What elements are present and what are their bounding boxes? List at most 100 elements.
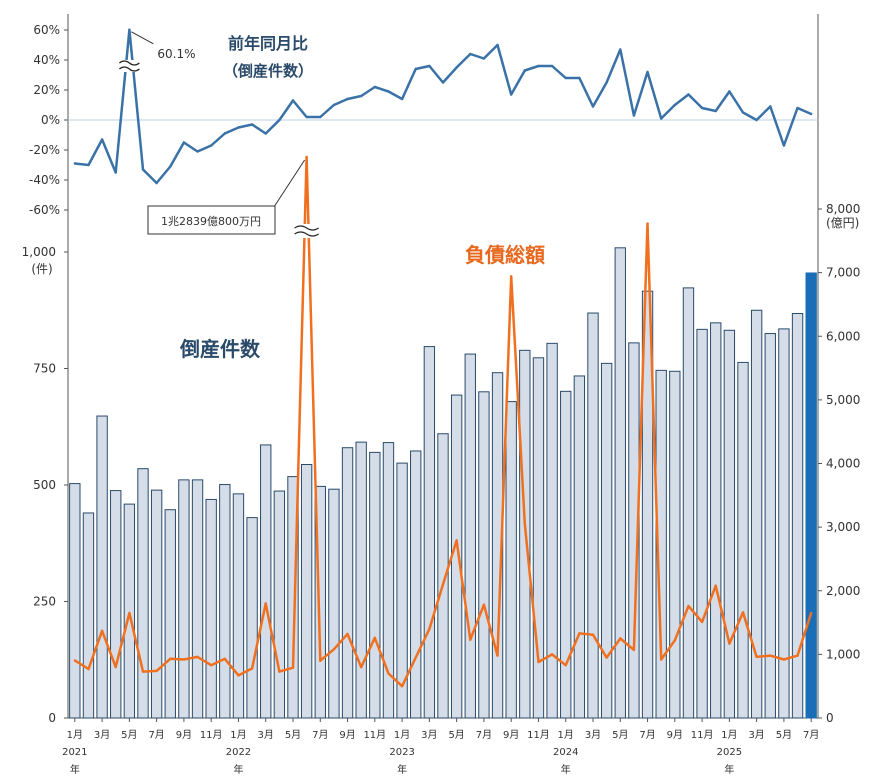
count-bar — [628, 342, 640, 719]
yoy-point — [796, 106, 799, 110]
yoy-point — [209, 144, 213, 147]
count-bar — [546, 342, 558, 719]
yoy-point — [182, 141, 186, 144]
count-bar — [205, 498, 217, 719]
debt-point — [619, 637, 622, 640]
count-tick-label: 250 — [33, 595, 56, 609]
month-tick-label: 5月 — [121, 729, 137, 741]
yoy-point — [114, 171, 117, 174]
debt-point — [73, 659, 77, 662]
debt-point — [796, 654, 799, 657]
month-tick-label: 1月 — [67, 729, 83, 741]
month-tick-label: 11月 — [200, 729, 223, 741]
month-tick-label: 9月 — [339, 729, 355, 741]
yoy-point — [700, 106, 704, 110]
debt-tick-label: 8,000 — [826, 202, 860, 216]
debt-point — [155, 669, 158, 673]
debt-series-label: 負債総額 — [465, 243, 545, 267]
month-tick-label: 7月 — [312, 729, 328, 741]
year-suffix-label: 年 — [561, 763, 571, 776]
debt-point — [428, 627, 431, 631]
yoy-point — [619, 48, 622, 51]
month-tick-label: 1月 — [230, 729, 246, 741]
yoy-point — [414, 67, 417, 71]
month-tick-label: 3月 — [585, 729, 601, 741]
yoy-point — [332, 103, 336, 107]
month-tick-label: 1月 — [721, 729, 737, 741]
yoy-point — [359, 94, 363, 98]
yoy-point — [564, 76, 567, 80]
count-bar — [355, 441, 367, 719]
count-bar — [69, 483, 81, 719]
debt-point — [673, 639, 677, 642]
count-bar — [505, 401, 517, 719]
yoy-peak-label: 60.1% — [157, 47, 195, 61]
yoy-point — [441, 81, 445, 84]
debt-point — [319, 659, 322, 662]
count-bar — [723, 329, 736, 719]
year-label: 2021 — [62, 747, 87, 758]
yoy-point — [141, 168, 145, 171]
count-bar — [96, 415, 108, 719]
yoy-point — [741, 111, 745, 114]
debt-tick-label: 5,000 — [826, 393, 860, 407]
debt-point — [264, 602, 267, 605]
count-bar — [573, 375, 586, 719]
month-tick-label: 5月 — [612, 729, 628, 741]
debt-point — [87, 667, 90, 671]
debt-point — [700, 620, 704, 624]
yoy-title: 前年同月比 — [228, 34, 308, 53]
debt-point — [455, 539, 458, 542]
percent-tick-label: -40% — [29, 173, 60, 187]
yoy-break-mark — [118, 60, 140, 72]
count-bar — [423, 346, 436, 719]
count-bar — [382, 442, 395, 719]
yoy-point — [659, 117, 663, 120]
count-bar — [696, 328, 708, 719]
percent-tick-label: -60% — [29, 203, 60, 217]
count-bar — [710, 322, 722, 719]
month-tick-label: 7月 — [803, 729, 819, 741]
yoy-point — [100, 138, 104, 141]
debt-point — [441, 583, 445, 586]
yoy-point — [223, 132, 227, 135]
count-bar — [791, 313, 804, 719]
debt-tick-label: 2,000 — [826, 584, 860, 598]
count-bar — [737, 361, 749, 719]
debt-point — [714, 584, 717, 587]
debt-tick-label: 1,000 — [826, 647, 860, 661]
yoy-point — [264, 132, 267, 135]
month-tick-label: 5月 — [776, 729, 792, 741]
count-bar — [560, 390, 572, 719]
debt-point — [646, 222, 649, 225]
yoy-point — [755, 118, 758, 122]
count-bar — [805, 272, 817, 719]
yoy-point — [782, 144, 786, 147]
count-tick-label: 0 — [48, 711, 56, 725]
debt-point — [496, 654, 499, 657]
yoy-point — [496, 43, 499, 47]
count-bar — [300, 463, 313, 719]
debt-point — [100, 629, 104, 633]
count-bar — [682, 287, 695, 719]
count-bar — [328, 488, 340, 719]
month-tick-label: 1月 — [558, 729, 574, 741]
yoy-point — [387, 90, 390, 93]
count-bar — [164, 509, 176, 719]
yoy-break-gap — [119, 60, 140, 72]
debt-point — [373, 636, 377, 640]
yoy-point — [400, 97, 404, 101]
count-bar — [369, 451, 381, 719]
yoy-point — [550, 64, 554, 68]
debt-point — [332, 648, 336, 651]
year-suffix-label: 年 — [70, 763, 80, 776]
count-bar — [82, 512, 95, 719]
month-tick-label: 3月 — [748, 729, 764, 741]
count-bar — [669, 370, 681, 719]
count-bar — [219, 484, 231, 719]
debt-point — [578, 632, 581, 635]
count-tick-label: 750 — [33, 362, 56, 376]
debt-tick-label: 6,000 — [826, 329, 860, 343]
debt-point — [209, 663, 213, 667]
